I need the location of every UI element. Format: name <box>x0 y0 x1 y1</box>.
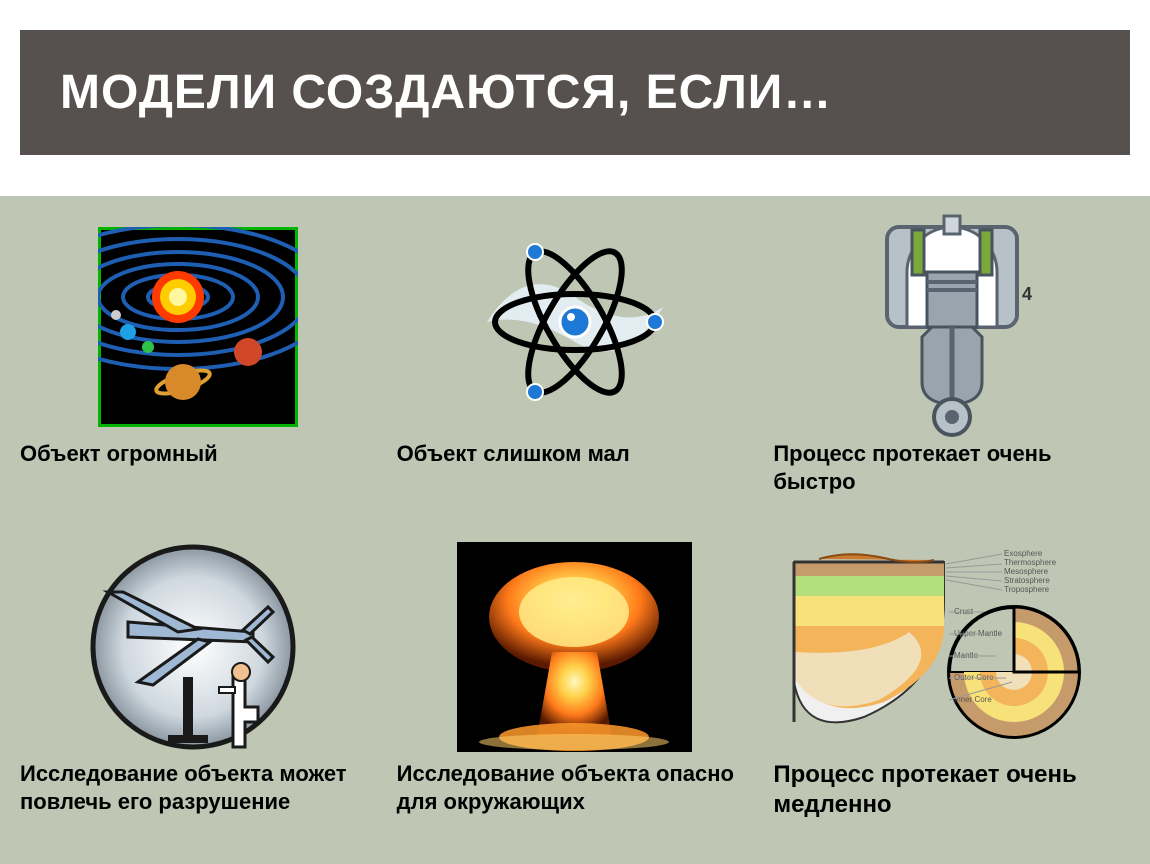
slide: МОДЕЛИ СОЗДАЮТСЯ, ЕСЛИ… <box>0 0 1150 864</box>
slide-title: МОДЕЛИ СОЗДАЮТСЯ, ЕСЛИ… <box>60 65 832 120</box>
content-grid: Объект огромный <box>0 196 1150 864</box>
caption: Объект огромный <box>20 440 377 468</box>
engine-piston-icon: 4 <box>773 219 1130 434</box>
cell-research-dangerous: Исследование объекта опасно для окружающ… <box>387 534 764 854</box>
cell-object-small: Объект слишком мал <box>387 214 764 534</box>
caption: Объект слишком мал <box>397 440 754 468</box>
svg-text:4: 4 <box>1022 284 1032 304</box>
atom-icon <box>397 219 754 434</box>
svg-text:Exosphere: Exosphere <box>1004 549 1043 558</box>
cell-process-slow: Exosphere Thermosphere Mesosphere Strato… <box>763 534 1140 854</box>
nuclear-explosion-icon <box>397 539 754 754</box>
cell-object-huge: Объект огромный <box>10 214 387 534</box>
svg-text:Inner Core: Inner Core <box>954 695 992 704</box>
title-bar: МОДЕЛИ СОЗДАЮТСЯ, ЕСЛИ… <box>20 30 1130 155</box>
cell-research-destroys: Исследование объекта может повлечь его р… <box>10 534 387 854</box>
caption: Процесс протекает очень медленно <box>773 760 1130 820</box>
caption: Исследование объекта опасно для окружающ… <box>397 760 754 815</box>
caption: Исследование объекта может повлечь его р… <box>20 760 377 815</box>
caption: Процесс протекает очень быстро <box>773 440 1130 495</box>
svg-text:Mesosphere: Mesosphere <box>1004 567 1049 576</box>
earth-layers-icon: Exosphere Thermosphere Mesosphere Strato… <box>773 539 1130 754</box>
svg-text:Stratosphere: Stratosphere <box>1004 576 1050 585</box>
cell-process-fast: 4 Процесс протекает очень быстро <box>763 214 1140 534</box>
wind-tunnel-plane-icon <box>20 539 377 754</box>
solar-system-icon <box>20 219 377 434</box>
svg-text:Thermosphere: Thermosphere <box>1004 558 1057 567</box>
svg-text:Troposphere: Troposphere <box>1004 585 1050 594</box>
